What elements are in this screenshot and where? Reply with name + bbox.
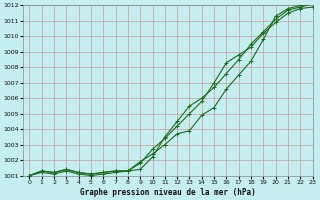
X-axis label: Graphe pression niveau de la mer (hPa): Graphe pression niveau de la mer (hPa) [80, 188, 256, 197]
